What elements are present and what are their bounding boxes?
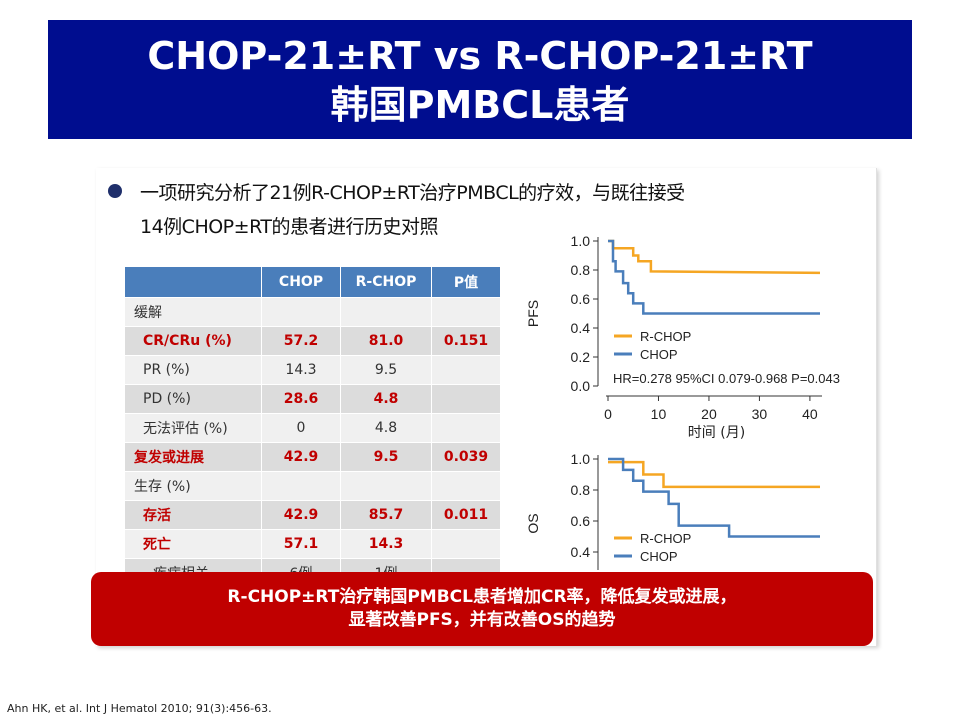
p-value	[431, 355, 501, 385]
banner-line-1: R-CHOP±RT治疗韩国PMBCL患者增加CR率，降低复发或进展，	[227, 587, 737, 607]
table-row: 死亡 57.1 14.3	[124, 529, 501, 559]
legend-label: CHOP	[640, 347, 678, 362]
x-tick-label: 10	[651, 406, 667, 422]
rchop-value	[340, 297, 432, 327]
y-tick-label: 0.6	[571, 513, 591, 529]
intro-text: 一项研究分析了21例R-CHOP±RT治疗PMBCL的疗效，与既往接受 14例C…	[140, 176, 860, 244]
y-tick-label: 1.0	[571, 233, 591, 249]
y-tick-label: 0.8	[571, 262, 591, 278]
table-header-blank	[124, 266, 262, 298]
table-row: PR (%) 14.3 9.5	[124, 355, 501, 385]
intro-line-1: 一项研究分析了21例R-CHOP±RT治疗PMBCL的疗效，与既往接受	[140, 182, 685, 204]
rchop-value: 4.8	[340, 384, 432, 414]
chop-value: 42.9	[261, 442, 341, 472]
table-header-p: P值	[431, 266, 501, 298]
p-value	[431, 529, 501, 559]
p-value: 0.151	[431, 326, 501, 356]
p-value	[431, 471, 501, 501]
table-row: 生存 (%)	[124, 471, 501, 501]
hr-annotation: HR=0.278 95%CI 0.079-0.968 P=0.043	[613, 371, 840, 386]
table-row: CR/CRu (%) 57.2 81.0 0.151	[124, 326, 501, 356]
row-label: 存活	[124, 500, 262, 530]
conclusion-banner: R-CHOP±RT治疗韩国PMBCL患者增加CR率，降低复发或进展， 显著改善P…	[91, 572, 873, 646]
row-label: PD (%)	[124, 384, 262, 414]
y-tick-label: 1.0	[571, 451, 591, 467]
results-table: CHOP R-CHOP P值 缓解 CR/CRu (%) 57.2 81.0 0.151…	[124, 266, 501, 588]
table-header-row: CHOP R-CHOP P值	[124, 266, 501, 298]
km-curve-r-chop	[608, 460, 820, 489]
p-value	[431, 384, 501, 414]
y-tick-label: 0.0	[571, 378, 591, 394]
rchop-value	[340, 471, 432, 501]
legend-label: R-CHOP	[640, 329, 691, 344]
legend-label: CHOP	[640, 549, 678, 564]
y-axis-label: OS	[525, 513, 541, 533]
y-tick-label: 0.4	[571, 544, 591, 560]
y-tick-label: 0.4	[571, 320, 591, 336]
intro-line-2: 14例CHOP±RT的患者进行历史对照	[140, 216, 439, 238]
banner-line-2: 显著改善PFS，并有改善OS的趋势	[348, 610, 616, 630]
table-header-chop: CHOP	[261, 266, 341, 298]
rchop-value: 9.5	[340, 355, 432, 385]
table-header-rchop: R-CHOP	[340, 266, 432, 298]
rchop-value: 85.7	[340, 500, 432, 530]
title-line-1: CHOP-21±RT vs R-CHOP-21±RT	[147, 34, 813, 78]
km-curve-r-chop	[608, 239, 821, 275]
row-label: 无法评估 (%)	[124, 413, 262, 443]
chop-value	[261, 297, 341, 327]
chop-value: 57.1	[261, 529, 341, 559]
row-label: 生存 (%)	[124, 471, 262, 501]
bullet-icon	[108, 184, 122, 198]
table-row: 存活 42.9 85.7 0.011	[124, 500, 501, 530]
y-tick-label: 0.8	[571, 482, 591, 498]
x-tick-label: 0	[604, 406, 612, 422]
row-label: 死亡	[124, 529, 262, 559]
y-tick-label: 0.6	[571, 291, 591, 307]
km-curve-chop	[608, 239, 820, 315]
y-axis-label: PFS	[525, 300, 541, 327]
p-value	[431, 297, 501, 327]
chop-value: 42.9	[261, 500, 341, 530]
x-tick-label: 40	[802, 406, 818, 422]
chop-value	[261, 471, 341, 501]
x-tick-label: 30	[752, 406, 768, 422]
row-label: CR/CRu (%)	[124, 326, 262, 356]
title-line-2: 韩国PMBCL患者	[330, 83, 630, 127]
km-curve-chop	[608, 457, 820, 538]
table-row: 无法评估 (%) 0 4.8	[124, 413, 501, 443]
row-label: 缓解	[124, 297, 262, 327]
chop-value: 0	[261, 413, 341, 443]
row-label: 复发或进展	[124, 442, 262, 472]
reference-text: Ahn HK, et al. Int J Hematol 2010; 91(3)…	[7, 702, 272, 715]
x-axis-label: 时间 (月)	[688, 425, 745, 441]
rchop-value: 4.8	[340, 413, 432, 443]
legend-label: R-CHOP	[640, 531, 691, 546]
chop-value: 57.2	[261, 326, 341, 356]
table-row: 缓解	[124, 297, 501, 327]
y-tick-label: 0.2	[571, 349, 591, 365]
x-tick-label: 20	[701, 406, 717, 422]
chop-value: 28.6	[261, 384, 341, 414]
title-bar: CHOP-21±RT vs R-CHOP-21±RT 韩国PMBCL患者	[48, 20, 912, 139]
rchop-value: 14.3	[340, 529, 432, 559]
table-row: PD (%) 28.6 4.8	[124, 384, 501, 414]
